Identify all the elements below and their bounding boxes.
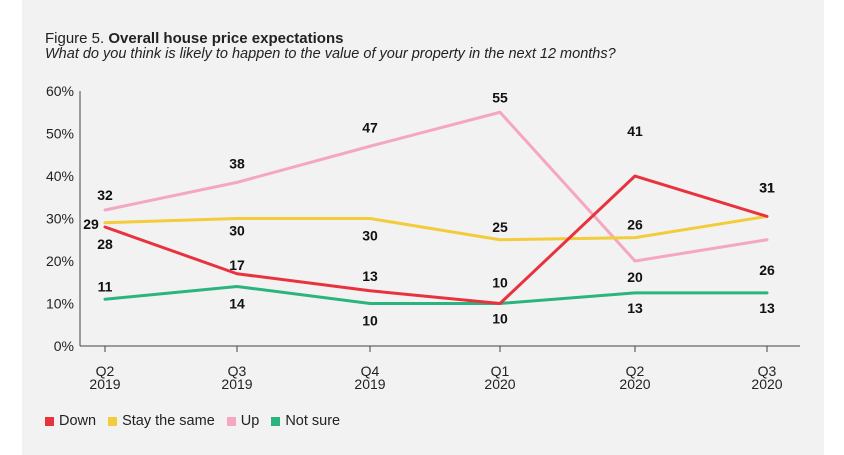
data-label: 47: [362, 119, 378, 135]
data-label: 10: [362, 313, 378, 329]
legend-label: Not sure: [285, 413, 341, 429]
figure-subtitle: What do you think is likely to happen to…: [45, 46, 616, 62]
series-line-down: [103, 174, 769, 305]
data-label: 13: [627, 300, 643, 316]
data-label: 13: [759, 300, 775, 316]
data-label: 28: [97, 236, 113, 252]
x-tick-label: Q4 2019: [354, 363, 385, 392]
data-label: 13: [362, 268, 378, 284]
series-line-stay-the-same: [103, 214, 769, 242]
y-tick-label: 10%: [46, 296, 74, 312]
figure-title-text: Overall house price expectations: [108, 30, 344, 47]
data-label: 30: [362, 228, 378, 244]
data-label: 26: [759, 262, 775, 278]
legend-item: Stay the same: [108, 413, 215, 429]
figure-number: Figure 5.: [45, 30, 105, 47]
legend: Down Stay the same Up Not sure: [45, 413, 352, 429]
data-label: 31: [759, 179, 775, 195]
x-tick-label: Q3 2020: [751, 363, 782, 392]
data-label: 31: [759, 179, 775, 195]
data-label: 38: [229, 155, 245, 171]
x-tick-label: Q3 2019: [221, 363, 252, 392]
legend-swatch: [271, 416, 281, 426]
legend-swatch: [45, 416, 54, 426]
y-tick-label: 60%: [46, 83, 74, 99]
legend-swatch: [108, 416, 118, 426]
legend-swatch: [226, 416, 236, 426]
data-label: 11: [98, 278, 113, 294]
data-label: 32: [97, 187, 113, 203]
data-label: 10: [492, 311, 508, 327]
data-label: 10: [492, 275, 508, 291]
data-label: 14: [229, 296, 245, 312]
data-label: 30: [229, 223, 245, 239]
y-tick-label: 0%: [54, 338, 74, 354]
series-line-not-sure: [103, 285, 769, 305]
data-label: 41: [627, 123, 643, 139]
data-label: 25: [492, 219, 508, 235]
legend-item: Up: [226, 413, 260, 429]
data-label: 26: [627, 217, 643, 233]
data-label: 20: [627, 269, 643, 285]
x-tick-label: Q2 2020: [619, 363, 650, 392]
data-label: 55: [492, 89, 508, 105]
x-tick-label: Q1 2020: [484, 363, 515, 392]
legend-label: Stay the same: [122, 413, 215, 429]
series-line-up: [103, 110, 769, 263]
y-tick-label: 40%: [46, 168, 74, 184]
x-tick-label: Q2 2019: [89, 363, 120, 392]
figure-title: Figure 5. Overall house price expectatio…: [45, 30, 343, 47]
y-tick-label: 20%: [46, 253, 74, 269]
legend-item: Not sure: [271, 413, 340, 429]
data-label: 17: [229, 257, 245, 273]
legend-label: Up: [240, 413, 260, 429]
data-label: 29: [83, 216, 99, 232]
y-tick-label: 50%: [46, 126, 74, 142]
legend-label: Down: [59, 413, 97, 429]
legend-item: Down: [45, 413, 96, 429]
y-tick-label: 30%: [46, 211, 74, 227]
